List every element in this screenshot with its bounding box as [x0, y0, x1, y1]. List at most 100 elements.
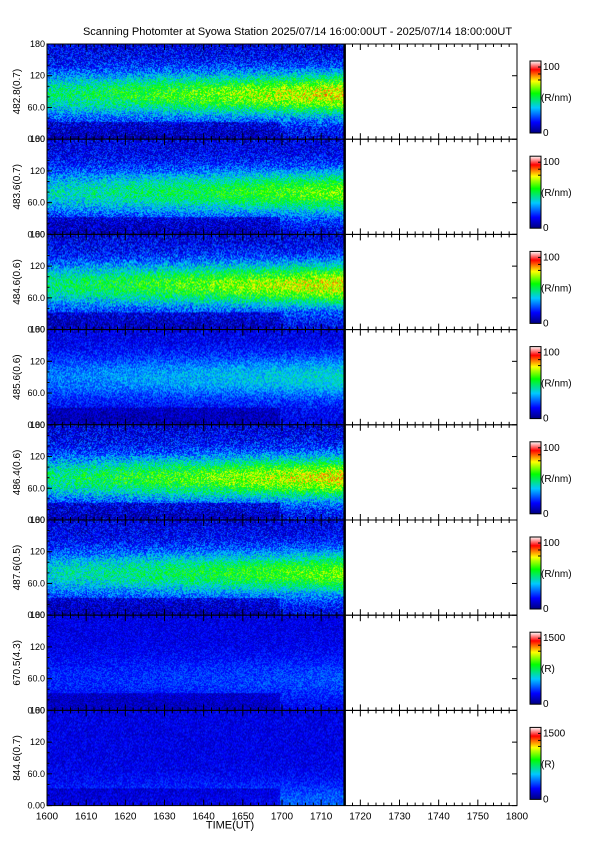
y-tick-label: 0.00: [27, 229, 45, 239]
panel-ylabel: 482.8(0.7): [12, 69, 23, 115]
y-tick-label: 0.00: [27, 420, 45, 430]
colorbar-max: 100: [543, 157, 560, 168]
colorbar-min: 0: [543, 794, 549, 805]
y-tick-label: 60.0: [27, 198, 45, 208]
colorbar-min: 0: [543, 509, 549, 520]
y-tick-label: 60.0: [27, 483, 45, 493]
panel-1: 0.00 60.0 120 180 483.6(0.7) 100 (R/nm) 0: [12, 134, 572, 239]
y-tick-label: 120: [30, 166, 45, 176]
y-tick-label: 0.00: [27, 325, 45, 335]
panel-3: 0.00 60.0 120 180 485.6(0.6) 100 (R/nm) 0: [12, 325, 572, 430]
colorbar-min: 0: [543, 223, 549, 234]
colorbar-max: 100: [543, 252, 560, 263]
heatmap-image: [47, 234, 345, 330]
colorbar-unit: (R/nm): [541, 379, 572, 390]
colorbar: [529, 60, 542, 134]
colorbar-min: 0: [543, 604, 549, 615]
colorbar-min: 0: [543, 414, 549, 425]
y-tick-label: 0.00: [27, 610, 45, 620]
y-tick-label: 0.00: [27, 801, 45, 811]
colorbar: [529, 441, 542, 515]
colorbar-max: 100: [543, 62, 560, 73]
y-tick-label: 180: [30, 39, 45, 49]
panel-ylabel: 486.4(0.6): [12, 450, 23, 496]
colorbar-min: 0: [543, 128, 549, 139]
x-tick-label: 1650: [232, 812, 255, 823]
colorbar-max: 100: [543, 538, 560, 549]
panel-7: 0.00 60.0 120 180 844.6(0.7) 1500 (R) 0: [12, 705, 566, 810]
panel-ylabel: 670.5(4.3): [12, 640, 23, 686]
y-tick-label: 60.0: [27, 769, 45, 779]
y-tick-label: 120: [30, 71, 45, 81]
x-tick-label: 1800: [506, 812, 529, 823]
panel-ylabel: 844.6(0.7): [12, 735, 23, 781]
y-tick-label: 180: [30, 610, 45, 620]
y-tick-label: 0.00: [27, 515, 45, 525]
y-tick-label: 180: [30, 229, 45, 239]
y-tick-label: 60.0: [27, 578, 45, 588]
x-tick-label: 1620: [114, 812, 137, 823]
panel-ylabel: 487.6(0.5): [12, 545, 23, 591]
panel-ylabel: 484.6(0.6): [12, 259, 23, 305]
x-axis-label: TIME(UT): [206, 820, 254, 832]
heatmap-image: [47, 329, 345, 425]
colorbar-unit: (R/nm): [541, 283, 572, 294]
y-tick-label: 180: [30, 515, 45, 525]
y-tick-label: 60.0: [27, 388, 45, 398]
colorbar-unit: (R/nm): [541, 569, 572, 580]
y-tick-label: 60.0: [27, 674, 45, 684]
heatmap-image: [47, 520, 345, 615]
colorbar-unit: (R/nm): [541, 188, 572, 199]
panel-ylabel: 485.6(0.6): [12, 354, 23, 400]
y-tick-label: 180: [30, 420, 45, 430]
panel-5: 0.00 60.0 120 180 487.6(0.5) 100 (R/nm) 0: [12, 515, 572, 620]
x-tick-label: 1740: [428, 812, 451, 823]
y-tick-label: 120: [30, 356, 45, 366]
y-tick-label: 120: [30, 452, 45, 462]
colorbar: [529, 631, 542, 705]
colorbar-unit: (R): [541, 664, 555, 675]
x-tick-label: 1720: [349, 812, 372, 823]
y-tick-label: 180: [30, 325, 45, 335]
y-tick-label: 120: [30, 737, 45, 747]
colorbar-max: 1500: [543, 633, 566, 644]
x-tick-label: 1730: [388, 812, 411, 823]
heatmap-image: [47, 615, 345, 711]
x-tick-label: 1700: [271, 812, 294, 823]
colorbar: [529, 155, 542, 229]
y-tick-label: 0.00: [27, 705, 45, 715]
y-tick-label: 60.0: [27, 293, 45, 303]
colorbar-unit: (R): [541, 759, 555, 770]
panel-6: 0.00 60.0 120 180 670.5(4.3) 1500 (R) 0: [12, 610, 566, 715]
y-tick-label: 120: [30, 547, 45, 557]
x-tick-label: 1630: [153, 812, 176, 823]
colorbar: [529, 726, 542, 800]
colorbar-max: 100: [543, 348, 560, 359]
y-tick-label: 120: [30, 261, 45, 271]
y-tick-label: 60.0: [27, 102, 45, 112]
page-title: Scanning Photomter at Syowa Station 2025…: [82, 26, 513, 38]
colorbar: [529, 250, 542, 324]
panel-ylabel: 483.6(0.7): [12, 164, 23, 210]
colorbar: [529, 346, 542, 420]
x-tick-label: 1640: [193, 812, 216, 823]
colorbar-min: 0: [543, 699, 549, 710]
colorbar: [529, 536, 542, 610]
colorbar-max: 1500: [543, 728, 566, 739]
panel-0: 0.00 60.0 120 180 482.8(0.7) 100 (R/nm) 0: [12, 39, 572, 144]
x-tick-label: 1610: [75, 812, 98, 823]
panel-4: 0.00 60.0 120 180 486.4(0.6) 100 (R/nm) 0: [12, 420, 572, 525]
y-tick-label: 120: [30, 642, 45, 652]
x-tick-label: 1600: [36, 812, 59, 823]
colorbar-unit: (R/nm): [541, 474, 572, 485]
heatmap-image: [47, 139, 345, 235]
colorbar-max: 100: [543, 443, 560, 454]
heatmap-image: [47, 710, 345, 806]
heatmap-image: [47, 424, 345, 520]
x-tick-label: 1710: [310, 812, 333, 823]
y-tick-label: 180: [30, 134, 45, 144]
heatmap-image: [47, 44, 345, 139]
y-tick-label: 180: [30, 705, 45, 715]
colorbar-min: 0: [543, 318, 549, 329]
